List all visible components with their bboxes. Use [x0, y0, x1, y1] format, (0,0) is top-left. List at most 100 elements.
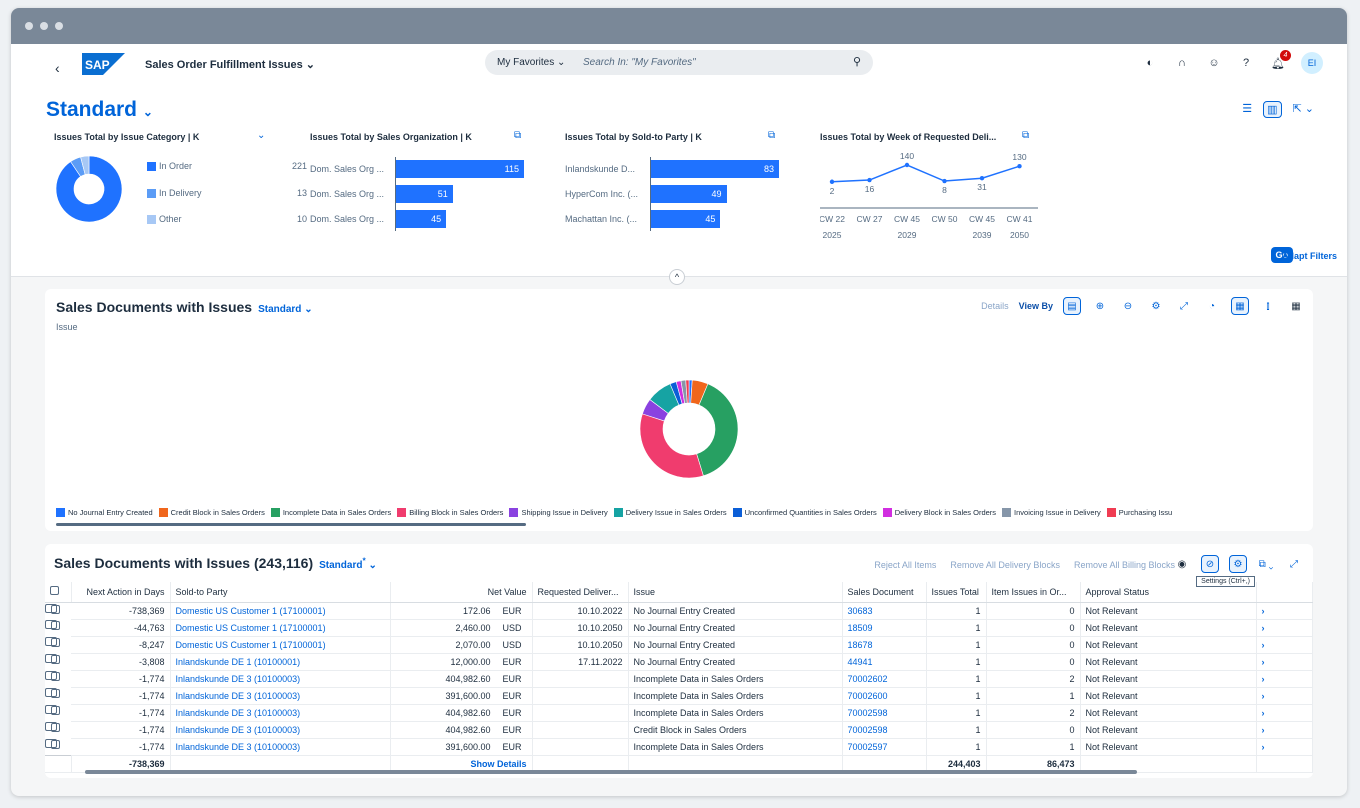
sold-to-party-link[interactable]: Domestic US Customer 1 (17100001) [170, 602, 391, 620]
bar[interactable]: 51 [396, 185, 453, 203]
column-header[interactable]: Next Action in Days [71, 582, 171, 603]
joule-icon[interactable]: ◐ [1146, 57, 1154, 69]
share-icon[interactable]: ⇱ ⌄ [1292, 103, 1315, 115]
bar[interactable]: 45 [396, 210, 447, 228]
legend-item[interactable]: In Delivery 13 [147, 188, 307, 198]
view-by-button[interactable]: View By [1018, 301, 1053, 311]
zoom-in-icon[interactable]: ⊕ [1095, 300, 1105, 312]
column-header[interactable]: Approval Status [1080, 582, 1257, 603]
visual-filter-week[interactable]: Issues Total by Week of Requested Deli..… [820, 130, 1050, 260]
legend-item[interactable]: Incomplete Data in Sales Orders [270, 508, 391, 517]
visual-filter-salesorg[interactable]: Issues Total by Sales Organization | K ⧉… [310, 130, 530, 260]
sales-document-link[interactable]: 18509 [842, 619, 927, 637]
legend-item[interactable]: Delivery Issue in Sales Orders [613, 508, 727, 517]
hide-icon[interactable]: ⊘ [1201, 555, 1219, 573]
adapt-filters-button[interactable]: Adapt Filters [1281, 251, 1337, 261]
checkbox[interactable] [51, 740, 60, 750]
details-button[interactable]: Details [981, 301, 1009, 311]
bar[interactable]: 115 [396, 160, 524, 178]
legend-item[interactable]: Shipping Issue in Delivery [509, 508, 608, 517]
sap-logo[interactable]: SAP [82, 53, 125, 75]
legend-item[interactable]: Purchasing Issu [1106, 508, 1172, 517]
hybrid-view-icon[interactable]: ⫾ [1266, 300, 1270, 312]
sales-document-link[interactable]: 18678 [842, 636, 927, 654]
issue-slice[interactable] [639, 413, 704, 479]
column-header[interactable]: Net Value [390, 582, 533, 603]
row-checkbox[interactable] [45, 688, 60, 699]
sales-document-link[interactable]: 30683 [842, 602, 927, 620]
column-header[interactable]: Sales Document [842, 582, 927, 603]
value-help-icon[interactable]: ⧉ [768, 130, 776, 141]
table-view-icon[interactable]: ▦ [1291, 300, 1301, 312]
window-dot[interactable] [25, 22, 33, 30]
data-point[interactable] [979, 176, 985, 181]
visual-filter-icon[interactable]: ▥ [1263, 101, 1282, 118]
row-navigation[interactable]: › [1256, 704, 1313, 722]
bar[interactable]: 49 [651, 185, 727, 203]
sales-document-link[interactable]: 70002600 [842, 687, 927, 705]
legend-toggle-icon[interactable]: ▤ [1063, 297, 1081, 315]
issue-slice[interactable] [685, 379, 690, 404]
visual-filter-soldto[interactable]: Issues Total by Sold-to Party | K ⧉ Inla… [565, 130, 785, 260]
table-row[interactable]: -44,763 Domestic US Customer 1 (17100001)… [45, 619, 1313, 637]
bar[interactable]: 83 [651, 160, 779, 178]
row-navigation[interactable]: › [1256, 653, 1313, 671]
bar-row[interactable]: HyperCom Inc. (... 49 [565, 185, 805, 203]
checkbox[interactable] [51, 689, 60, 699]
value-help-icon[interactable]: ⧉ [514, 130, 522, 141]
remove-delivery-blocks-button[interactable]: Remove All Delivery Blocks [950, 560, 1060, 570]
chevron-down-icon[interactable]: ⌄ [257, 130, 266, 141]
compact-filter-icon[interactable]: ☰ [1242, 103, 1253, 115]
bar-row[interactable]: Inlandskunde D... 83 [565, 160, 805, 178]
sold-to-party-link[interactable]: Inlandskunde DE 3 (10100003) [170, 721, 391, 739]
row-checkbox[interactable] [45, 671, 60, 682]
chart-view-icon[interactable]: ▦ [1231, 297, 1249, 315]
issue-slice[interactable] [696, 383, 739, 477]
bar-row[interactable]: Dom. Sales Org ... 45 [310, 210, 550, 228]
chart-variant-select[interactable]: Standard ⌄ [258, 304, 313, 315]
legend-item[interactable]: In Order 221 [147, 161, 307, 171]
help-icon[interactable]: ? [1242, 57, 1250, 69]
zoom-out-icon[interactable]: ⊖ [1123, 300, 1133, 312]
avatar[interactable]: EI [1301, 52, 1323, 74]
table-row[interactable]: -1,774 Inlandskunde DE 3 (10100003) 391,60… [45, 687, 1313, 705]
settings-icon[interactable]: ⚙ [1229, 555, 1247, 573]
row-navigation[interactable]: › [1256, 738, 1313, 756]
sold-to-party-link[interactable]: Inlandskunde DE 3 (10100003) [170, 687, 391, 705]
legend-scrollbar[interactable] [56, 523, 526, 526]
data-point[interactable] [1017, 164, 1022, 169]
sold-to-party-link[interactable]: Inlandskunde DE 3 (10100003) [170, 704, 391, 722]
column-header[interactable]: Sold-to Party [170, 582, 391, 603]
table-row[interactable]: -1,774 Inlandskunde DE 3 (10100003) 404,98… [45, 721, 1313, 739]
back-icon[interactable]: ‹ [55, 60, 60, 76]
row-navigation[interactable]: › [1256, 687, 1313, 705]
row-checkbox[interactable] [45, 705, 60, 716]
bar-row[interactable]: Dom. Sales Org ... 115 [310, 160, 550, 178]
checkbox[interactable] [50, 586, 59, 596]
sold-to-party-link[interactable]: Inlandskunde DE 3 (10100003) [170, 670, 391, 688]
collapse-header-icon[interactable]: ^ [669, 269, 685, 285]
notifications-icon[interactable]: 🔔︎ 4 [1269, 50, 1291, 72]
table-variant-select[interactable]: Standard* ⌄ [319, 555, 377, 571]
fullscreen-icon[interactable]: ⤢ [1180, 300, 1188, 312]
sold-to-party-link[interactable]: Inlandskunde DE 3 (10100003) [170, 738, 391, 756]
sales-document-link[interactable]: 44941 [842, 653, 927, 671]
checkbox[interactable] [51, 723, 60, 733]
checkbox[interactable] [51, 706, 60, 716]
settings-icon[interactable]: ⚙ [1151, 300, 1161, 312]
search-icon[interactable]: ⚲ [852, 56, 861, 68]
row-checkbox[interactable] [45, 722, 60, 733]
row-checkbox[interactable] [45, 654, 60, 665]
column-header[interactable]: Item Issues in Or... [986, 582, 1081, 603]
row-navigation[interactable]: › [1256, 721, 1313, 739]
table-row[interactable]: -3,808 Inlandskunde DE 1 (10100001) 12,000… [45, 653, 1313, 671]
row-checkbox[interactable] [45, 637, 60, 648]
legend-item[interactable]: Unconfirmed Quantities in Sales Orders [732, 508, 877, 517]
sold-to-party-link[interactable]: Domestic US Customer 1 (17100001) [170, 636, 391, 654]
sold-to-party-link[interactable]: Domestic US Customer 1 (17100001) [170, 619, 391, 637]
checkbox[interactable] [51, 655, 60, 665]
sold-to-party-link[interactable]: Inlandskunde DE 1 (10100001) [170, 653, 391, 671]
row-checkbox[interactable] [45, 620, 60, 631]
checkbox[interactable] [51, 604, 60, 614]
bar-row[interactable]: Dom. Sales Org ... 51 [310, 185, 550, 203]
